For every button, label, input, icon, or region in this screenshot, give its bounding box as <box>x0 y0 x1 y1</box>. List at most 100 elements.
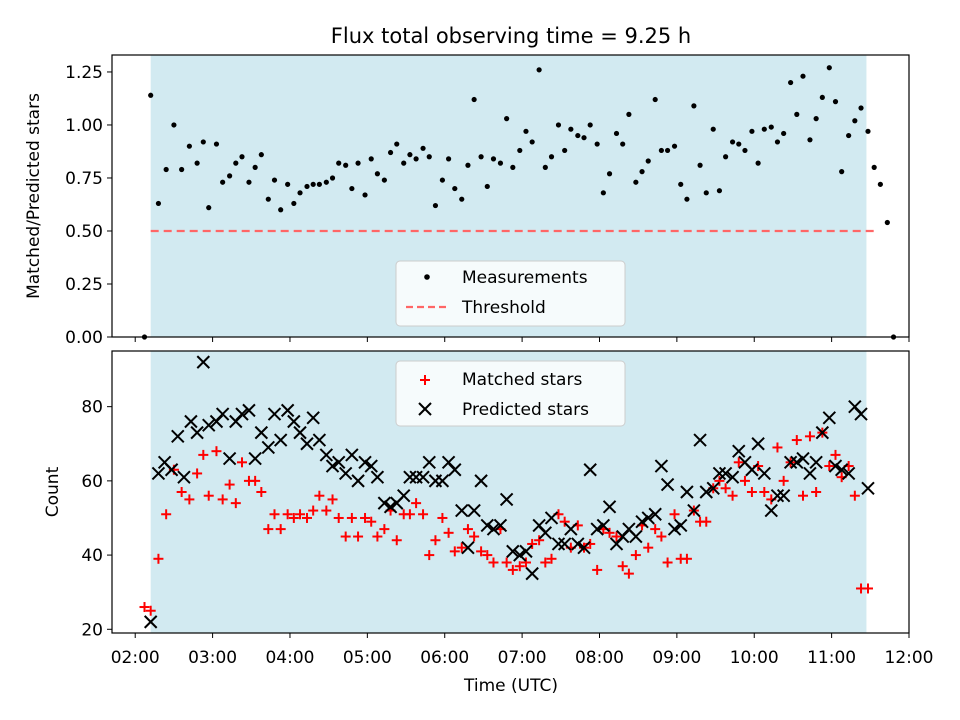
predicted-star-point <box>319 448 334 462</box>
measurement-point <box>374 171 381 177</box>
matched-star-point <box>176 487 187 497</box>
matched-star-point <box>437 512 448 523</box>
matched-star-point <box>701 516 712 527</box>
matched-star-point <box>145 605 156 616</box>
measurement-point <box>171 122 177 128</box>
measurement-point <box>600 190 606 196</box>
matched-star-point <box>476 546 487 557</box>
predicted-star-point <box>435 474 450 488</box>
predicted-star-point <box>300 437 314 451</box>
predicted-star-point <box>861 481 875 495</box>
predicted-star-point <box>577 540 591 555</box>
predicted-star-point <box>745 463 759 477</box>
measurement-point <box>781 130 787 137</box>
matched-star-point <box>791 435 802 446</box>
predicted-star-point <box>377 496 392 510</box>
measurement-point <box>626 111 632 117</box>
matched-star-point <box>611 531 622 542</box>
matched-star-point <box>346 512 357 523</box>
legend-matched-marker <box>420 375 430 385</box>
predicted-star-point <box>143 615 158 629</box>
predicted-star-point <box>332 455 346 470</box>
predicted-star-point <box>629 529 643 544</box>
predicted-star-point <box>590 522 604 536</box>
predicted-star-point <box>687 503 701 518</box>
measurement-point <box>265 196 271 202</box>
top-x-ticks <box>134 337 910 342</box>
matched-star-point <box>482 550 493 561</box>
matched-star-point <box>379 524 390 535</box>
predicted-star-point <box>455 503 469 518</box>
top-y-tick-label: 0.25 <box>65 275 103 295</box>
measurement-point <box>877 181 883 187</box>
predicted-star-point <box>699 485 713 499</box>
measurement-point <box>323 179 329 185</box>
measurement-point <box>606 171 613 177</box>
measurement-points <box>141 65 897 340</box>
bottom-ylabel: Count <box>43 466 63 517</box>
predicted-star-point <box>693 433 707 447</box>
matched-star-point <box>727 490 738 501</box>
matched-star-point <box>418 509 429 520</box>
predicted-star-point <box>474 474 488 488</box>
matched-star-point <box>192 468 203 479</box>
measurement-point <box>285 181 291 187</box>
measurement-point <box>613 130 620 137</box>
measurement-point <box>413 156 419 162</box>
measurement-point <box>761 126 767 132</box>
measurement-point <box>703 190 709 196</box>
measurement-point <box>852 118 858 124</box>
matched-star-point <box>462 524 473 535</box>
matched-star-point <box>772 442 783 453</box>
matched-star-point <box>824 461 835 472</box>
matched-star-point <box>321 505 332 516</box>
measurement-point <box>368 156 374 162</box>
measurement-point <box>555 122 562 128</box>
matched-star-point <box>333 512 344 523</box>
measurement-point <box>581 135 587 141</box>
measurement-point <box>865 128 871 134</box>
measurement-point <box>678 181 684 187</box>
matched-star-point <box>501 557 512 568</box>
figure-title: Flux total observing time = 9.25 h <box>331 24 691 48</box>
matched-star-point <box>546 553 557 564</box>
measurement-point <box>504 116 510 122</box>
matched-star-point <box>778 475 789 486</box>
matched-star-point <box>295 509 306 520</box>
measurement-point <box>548 154 555 160</box>
measurement-point <box>155 200 162 207</box>
matched-star-point <box>340 531 351 542</box>
measurement-point <box>742 147 748 154</box>
legend-matched-label: Matched stars <box>462 370 582 390</box>
predicted-star-point <box>557 537 572 551</box>
predicted-star-point <box>783 455 798 470</box>
matched-star-point <box>604 527 615 538</box>
measurement-point <box>846 132 852 139</box>
matched-star-point <box>681 553 692 564</box>
predicted-star-point <box>486 522 501 536</box>
predicted-star-point <box>674 518 688 533</box>
predicted-star-point <box>519 544 533 559</box>
matched-star-point <box>630 550 641 561</box>
matched-star-point <box>366 516 377 527</box>
bottom-y-tick-label: 80 <box>81 398 103 418</box>
predicted-star-point <box>803 466 817 481</box>
matched-star-point <box>534 535 545 546</box>
measurement-point <box>645 158 651 164</box>
measurement-point <box>497 160 504 166</box>
predicted-star-point <box>718 466 733 481</box>
matched-star-point <box>424 550 435 561</box>
matched-star-point <box>449 546 460 557</box>
matched-star-point <box>862 583 873 594</box>
measurement-point <box>639 169 645 175</box>
predicted-star-point <box>467 503 481 518</box>
matched-star-point <box>514 561 525 572</box>
measurement-point <box>401 160 407 166</box>
predicted-star-point <box>796 451 810 466</box>
matched-star-point <box>308 505 319 516</box>
measurement-point <box>755 160 761 166</box>
measurement-point <box>819 94 825 101</box>
measurement-point <box>575 132 581 139</box>
